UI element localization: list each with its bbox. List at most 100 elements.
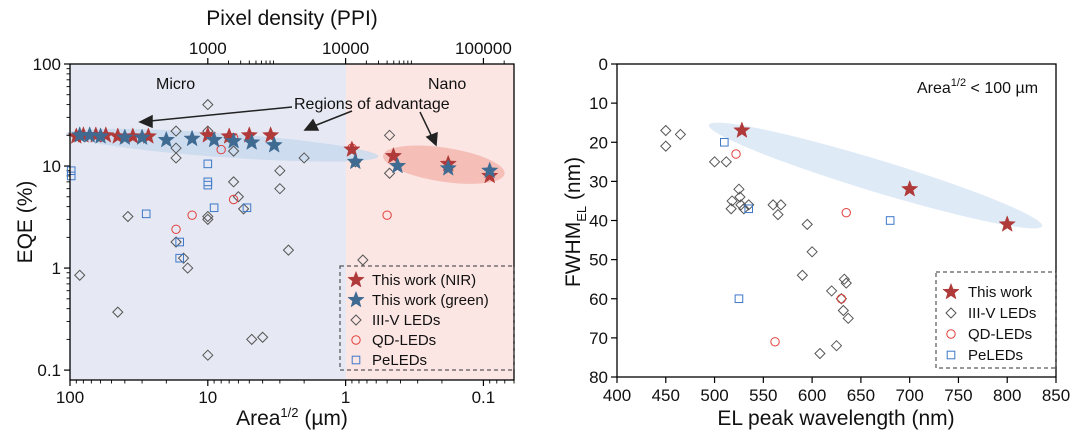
iii-v-leds-point	[122, 210, 134, 223]
this-work-green-point	[388, 156, 407, 174]
iii-v-leds-point	[726, 195, 738, 207]
qd-leds-point	[731, 149, 741, 159]
right-legend-box	[935, 271, 1057, 369]
qd-leds-point	[216, 144, 226, 155]
iii-v-leds-point	[298, 152, 310, 164]
this-work-point	[733, 121, 751, 138]
this-work-green-point	[157, 130, 176, 148]
peleds-point	[203, 159, 213, 169]
right-data-points	[660, 121, 1016, 360]
iii-v-leds-point	[775, 199, 787, 211]
right-x-tick-label: 400	[603, 386, 631, 405]
legend-this-work-nir-label: This work (NIR)	[372, 272, 476, 289]
top-x-tick-label: 100000	[455, 39, 512, 58]
iii-v-leds-point	[738, 203, 750, 215]
left-y-axis-label: EQE (%)	[14, 181, 37, 264]
qd-leds-point	[836, 294, 847, 304]
iii-v-leds-point	[202, 213, 214, 226]
right-x-tick-label: 700	[895, 386, 923, 405]
right-y-axis-label: FWHMEL (nm)	[562, 157, 589, 287]
iii-v-leds-point	[202, 349, 214, 361]
peleds-point	[734, 294, 744, 304]
this-work-nir-point	[343, 140, 361, 157]
left-legend-box	[339, 265, 515, 371]
iii-v-leds-point	[227, 176, 240, 188]
legend-peleds-label: PeLEDs	[968, 347, 1023, 364]
peleds-point	[175, 253, 184, 263]
right-x-tick-label: 600	[798, 386, 826, 405]
qd-leds-point	[841, 207, 851, 218]
this-work-green-point	[133, 128, 151, 146]
iii-v-leds-point	[112, 306, 124, 318]
iii-v-leds-point	[170, 236, 182, 248]
iii-v-leds-point	[660, 140, 672, 152]
nano-label: Nano	[428, 76, 466, 93]
left-y-tick-label: 100	[33, 55, 61, 74]
left-legend: This work (NIR) This work (green) III-V LE…	[339, 265, 515, 371]
left-x-tick-label: 10	[198, 388, 217, 407]
left-data-points	[66, 98, 499, 361]
legend-qd-leds-marker	[946, 329, 956, 339]
regions-of-advantage-label: Regions of advantage	[294, 96, 450, 113]
iii-v-leds-point	[708, 156, 721, 168]
peleds-point	[66, 166, 76, 176]
right-x-tick-label: 850	[1042, 386, 1070, 405]
legend-qd-leds-marker	[351, 335, 361, 345]
legend-peleds-label: PeLEDs	[372, 352, 427, 369]
left-plot-frame	[69, 63, 515, 381]
this-work-nir-point	[384, 146, 403, 164]
left-legend-entries: This work (NIR) This work (green) III-V LE…	[347, 270, 489, 369]
left-x-axis-label: Area1/2 (µm)	[236, 405, 348, 430]
peleds-point	[203, 180, 213, 190]
legend-iii-v-leds-marker	[945, 307, 957, 319]
legend-iii-v-leds-marker	[350, 314, 362, 326]
right-x-tick-label: 550	[749, 386, 777, 405]
iii-v-leds-point	[383, 129, 396, 142]
top-axis-label: Pixel density (PPI)	[206, 7, 378, 30]
this-work-green-point	[439, 159, 457, 176]
nano-advantage-band	[383, 145, 505, 184]
peleds-point	[744, 204, 754, 214]
right-legend: This work III-V LEDs QD-LEDs PeLEDs	[935, 271, 1057, 369]
iii-v-leds-point	[840, 277, 852, 289]
right-x-tick-label: 650	[847, 386, 875, 405]
right-y-tick-label: 40	[589, 212, 608, 231]
legend-qd-leds-label: QD-LEDs	[372, 332, 436, 349]
iii-v-leds-point	[282, 244, 295, 256]
iii-v-leds-point	[170, 125, 182, 137]
this-work-trend-band	[708, 122, 1043, 229]
iii-v-leds-point	[835, 293, 848, 305]
iii-v-leds-point	[837, 304, 850, 317]
iii-v-leds-point	[825, 285, 838, 297]
right-y-tick-label: 50	[589, 251, 608, 270]
iii-v-leds-point	[246, 333, 258, 346]
iii-v-leds-point	[830, 339, 843, 352]
iii-v-leds-point	[181, 262, 194, 274]
iii-v-leds-point	[357, 254, 369, 266]
iii-v-leds-point	[227, 145, 240, 157]
this-work-point	[900, 179, 919, 197]
this-work-green-point	[243, 133, 261, 150]
this-work-green-point	[480, 161, 499, 179]
peleds-point	[141, 209, 151, 219]
iii-v-leds-point	[842, 312, 854, 325]
peleds-point	[175, 237, 184, 247]
iii-v-leds-point	[274, 164, 286, 177]
iii-v-leds-point	[202, 98, 214, 111]
left-x-tick-label: 1	[341, 388, 350, 407]
iii-v-leds-point	[767, 199, 779, 211]
iii-v-leds-point	[170, 152, 182, 164]
right-x-tick-label: 500	[700, 386, 728, 405]
left-x-tick-label: 0.1	[472, 388, 496, 407]
peleds-point	[885, 216, 895, 225]
peleds-point	[209, 203, 219, 213]
micro-label: Micro	[156, 76, 195, 93]
peleds-point	[242, 203, 252, 213]
qd-leds-point	[187, 210, 197, 220]
legend-this-work-label: This work	[968, 284, 1033, 301]
iii-v-leds-point	[772, 208, 784, 221]
peleds-point	[720, 137, 729, 147]
qd-leds-point	[228, 194, 239, 205]
